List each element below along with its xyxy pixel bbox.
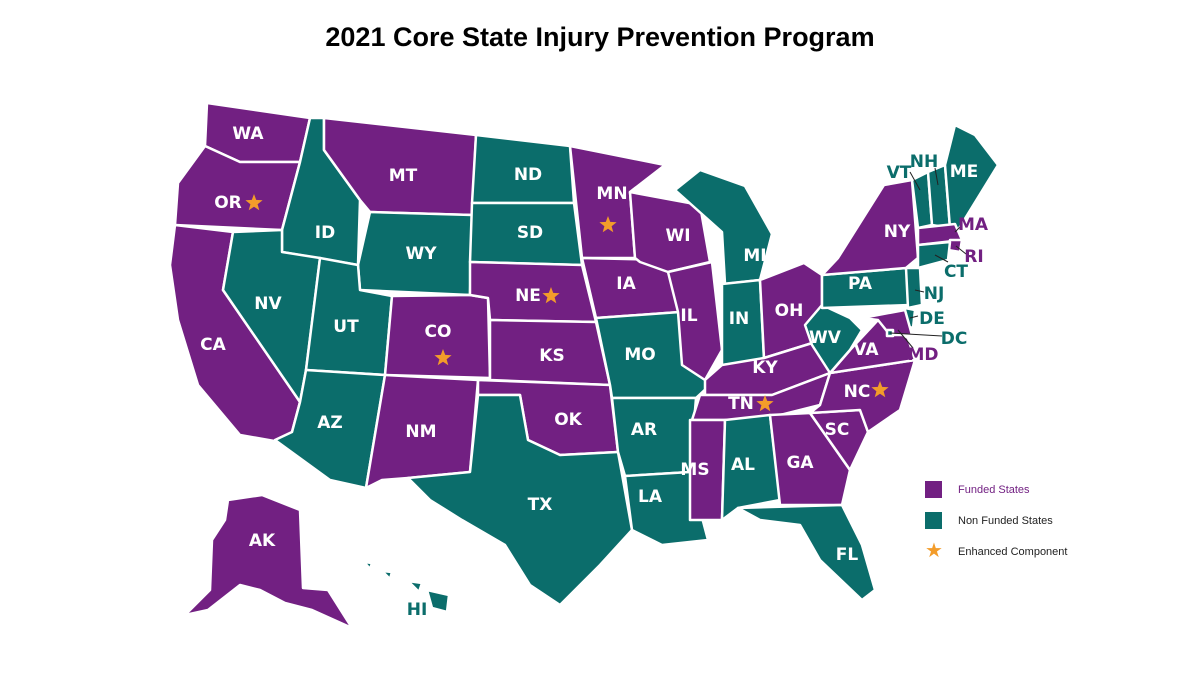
state-label-md: MD (907, 345, 938, 365)
state-shape-ga (768, 411, 852, 507)
state-label-id: ID (315, 223, 335, 243)
state-label-ut: UT (333, 317, 359, 337)
state-label-ne: NE (515, 286, 541, 306)
state-label-ma: MA (958, 215, 989, 235)
leader-line-md (897, 329, 914, 349)
state-label-az: AZ (317, 413, 342, 433)
state-label-vt: VT (887, 163, 912, 183)
state-label-de: DE (919, 309, 945, 329)
state-shape-nj (904, 266, 924, 310)
state-shape-wy (356, 210, 474, 297)
leader-line-vt (909, 171, 921, 191)
state-shape-md (860, 308, 914, 337)
state-label-nm: NM (405, 422, 436, 442)
state-label-nj: NJ (924, 284, 945, 304)
state-label-in: IN (729, 309, 750, 329)
enhanced-star-icon-tn (756, 395, 774, 412)
state-label-ky: KY (752, 358, 778, 378)
enhanced-star-icon-co (434, 349, 452, 366)
state-label-mn: MN (596, 184, 627, 204)
state-label-wa: WA (232, 124, 264, 144)
state-label-sc: SC (825, 420, 850, 440)
state-label-mo: MO (624, 345, 655, 365)
state-label-il: IL (680, 306, 697, 326)
state-label-ks: KS (539, 346, 564, 366)
state-shape-tx (406, 393, 634, 607)
state-label-tx: TX (528, 495, 553, 515)
state-label-me: ME (950, 162, 979, 182)
enhanced-star-icon-mn (599, 216, 617, 233)
state-label-va: VA (853, 340, 879, 360)
state-label-ny: NY (884, 222, 911, 242)
legend-item: ★ Enhanced Component (925, 536, 1067, 567)
state-shape-mi (673, 168, 774, 286)
legend-swatch (925, 481, 942, 498)
state-label-or: OR (214, 193, 242, 213)
state-label-co: CO (425, 322, 452, 342)
state-label-ri: RI (964, 247, 983, 267)
enhanced-star-icon-nc (871, 381, 889, 398)
state-shape-hi (362, 560, 451, 614)
state-shape-al (720, 413, 782, 522)
state-shape-ct (916, 240, 952, 270)
leader-line-ri (955, 245, 967, 255)
state-shape-la (623, 470, 710, 547)
state-label-la: LA (638, 487, 663, 507)
state-shape-ak (183, 493, 354, 630)
state-label-ia: IA (616, 274, 636, 294)
leader-line-ct (934, 254, 949, 263)
state-label-oh: OH (775, 301, 804, 321)
state-shape-fl (736, 503, 877, 602)
legend: Funded States Non Funded States ★ Enhanced … (925, 474, 1067, 567)
legend-swatch (925, 512, 942, 529)
state-label-al: AL (731, 455, 755, 475)
state-label-fl: FL (836, 545, 859, 565)
state-label-nv: NV (254, 294, 282, 314)
state-label-ca: CA (200, 335, 226, 355)
state-label-wi: WI (665, 226, 690, 246)
state-label-ak: AK (249, 531, 276, 551)
leader-line-dc (889, 332, 943, 337)
state-label-ms: MS (680, 460, 709, 480)
enhanced-star-icon-or (245, 194, 263, 211)
state-label-wy: WY (405, 244, 437, 264)
state-shape-ms (688, 418, 727, 522)
state-label-ct: CT (944, 262, 968, 282)
leader-line-ma (954, 224, 963, 233)
legend-label: Enhanced Component (958, 545, 1068, 558)
state-label-mt: MT (389, 166, 418, 186)
state-label-ga: GA (786, 453, 814, 473)
state-label-dc: DC (941, 329, 968, 349)
enhanced-star-icon-ne (542, 287, 560, 304)
state-label-nc: NC (844, 382, 871, 402)
map-title: 2021 Core State Injury Prevention Progra… (325, 22, 875, 52)
leader-line-nh (934, 167, 939, 186)
state-label-hi: HI (407, 600, 428, 620)
state-label-ok: OK (554, 410, 582, 430)
state-label-nd: ND (514, 165, 542, 185)
state-label-pa: PA (848, 274, 873, 294)
state-label-tn: TN (728, 394, 754, 414)
star-icon: ★ (925, 540, 943, 562)
legend-label: Funded States (958, 483, 1030, 496)
state-label-nh: NH (910, 152, 938, 172)
state-label-ar: AR (631, 420, 657, 440)
leader-line-nj (914, 289, 925, 293)
legend-item: Non Funded States (925, 505, 1067, 536)
state-label-mi: MI (743, 246, 766, 266)
legend-item: Funded States (925, 474, 1067, 505)
state-label-sd: SD (517, 223, 543, 243)
leader-line-de (909, 315, 919, 319)
legend-label: Non Funded States (958, 514, 1053, 527)
state-label-wv: WV (809, 328, 842, 348)
